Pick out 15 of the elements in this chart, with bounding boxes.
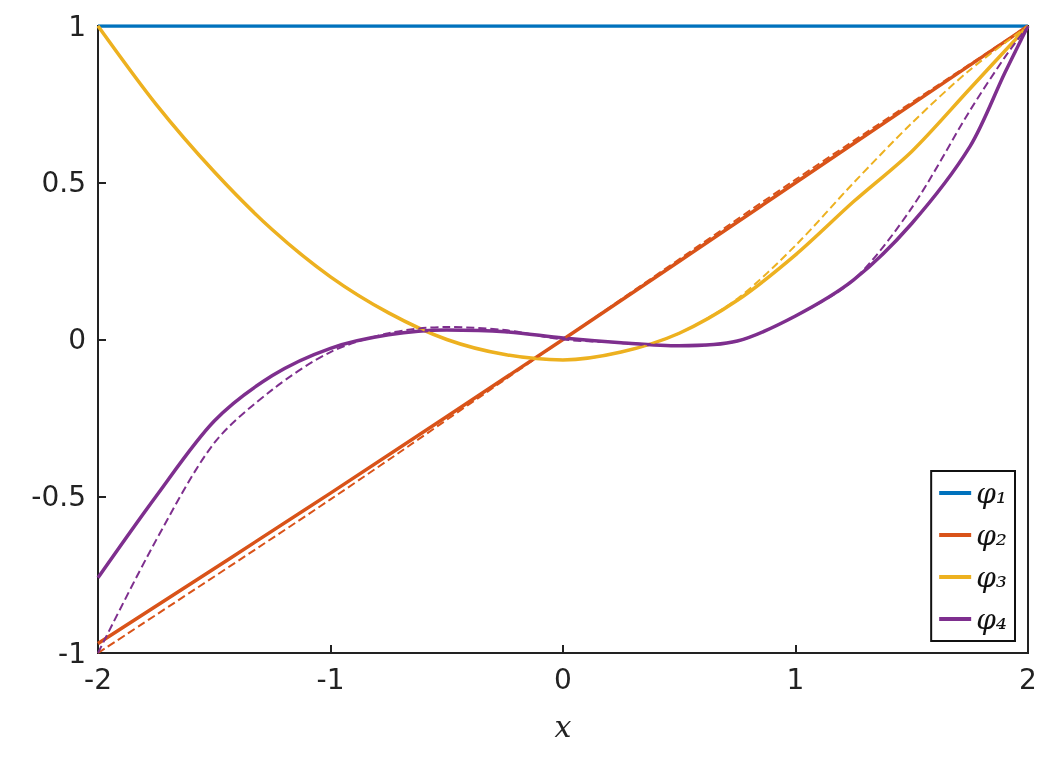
legend-label: φ₃ xyxy=(976,560,1008,594)
y-tick-label: 0.5 xyxy=(41,166,86,200)
legend-label: φ₂ xyxy=(976,518,1008,552)
y-tick-label: 1 xyxy=(68,9,86,43)
x-tick-label: -2 xyxy=(84,662,112,696)
x-tick-label: -1 xyxy=(316,662,345,696)
legend-label: φ₄ xyxy=(976,602,1008,636)
y-tick-label: 0 xyxy=(68,323,86,356)
x-tick-label: 0 xyxy=(554,662,572,696)
y-tick-label: -0.5 xyxy=(31,479,86,513)
legend-label: φ₁ xyxy=(976,476,1008,510)
x-tick-label: 2 xyxy=(1019,662,1037,696)
x-axis-title: x xyxy=(554,708,572,744)
x-tick-label: 1 xyxy=(786,662,805,696)
y-tick-label: -1 xyxy=(58,636,86,670)
